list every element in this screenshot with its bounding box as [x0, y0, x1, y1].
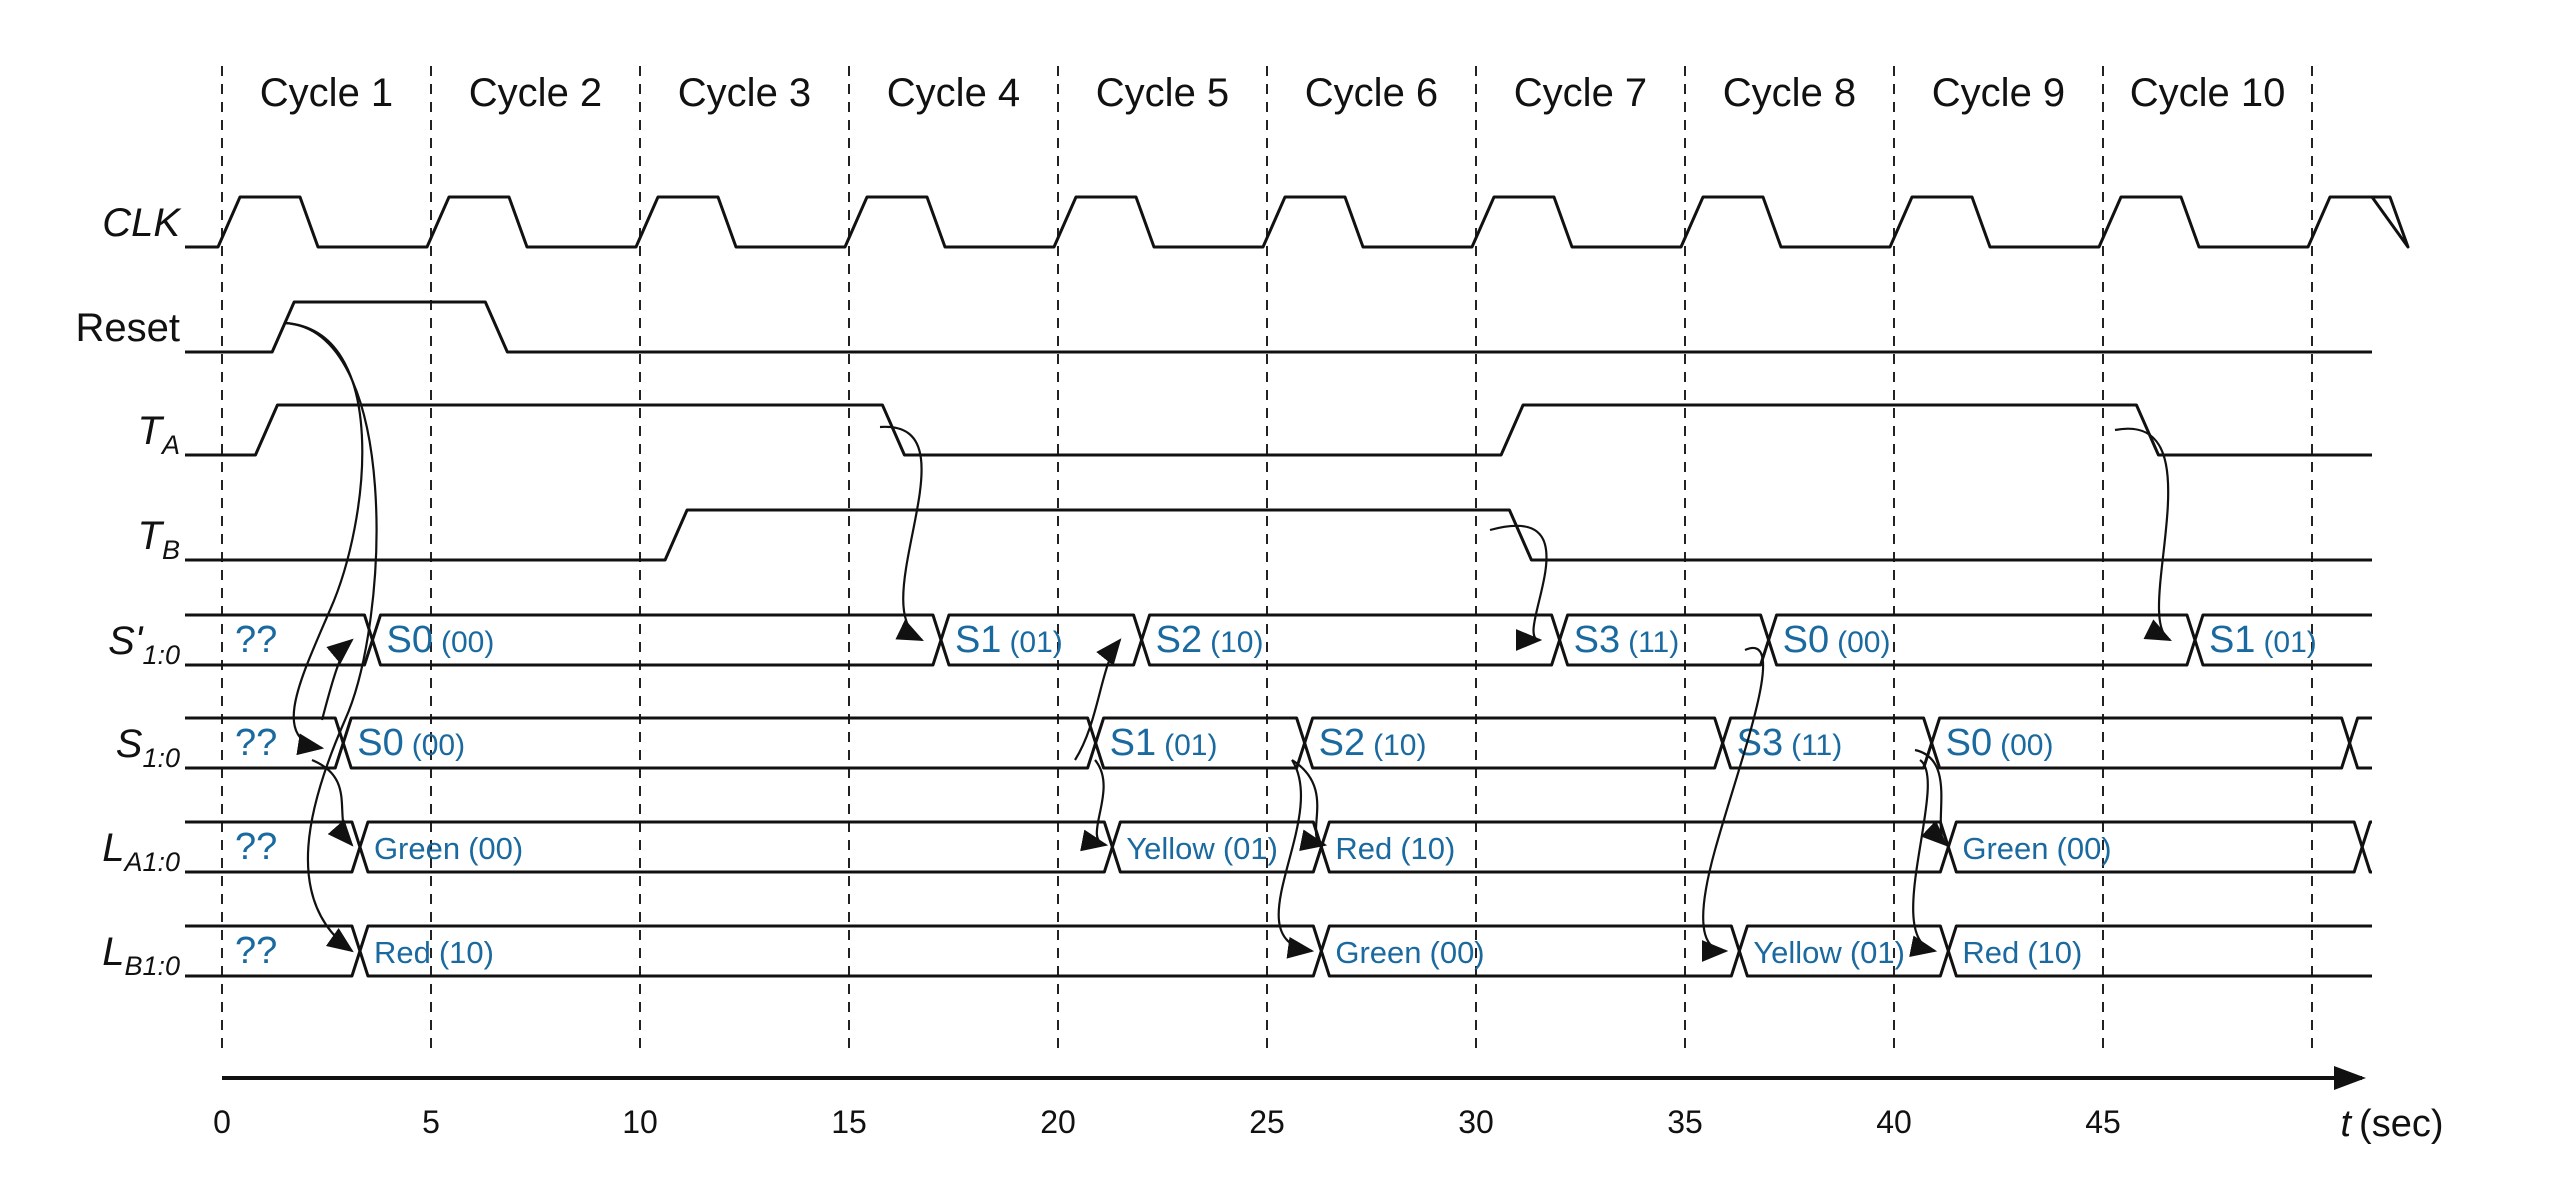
causality-arrow: [1277, 759, 1315, 959]
bus-segment: [2360, 820, 2372, 874]
cycle-label: Cycle 2: [469, 71, 602, 115]
bus-segment: [1930, 716, 2352, 770]
time-tick-label: 15: [831, 1104, 867, 1140]
signal-label-la: LA1:0: [102, 826, 180, 877]
bus-value-lb: ??: [235, 930, 277, 972]
bus-segment: [2193, 613, 2372, 667]
cycle-label: Cycle 4: [887, 71, 1020, 115]
cycle-label: Cycle 10: [2130, 71, 2286, 115]
time-tick-label: 35: [1667, 1104, 1703, 1140]
causality-arrow: [879, 425, 924, 641]
causality-arrow: [1291, 759, 1328, 851]
time-tick-label: 0: [213, 1104, 231, 1140]
bus-value-snext: S1 (01): [955, 619, 1063, 661]
time-axis: 0 5 10 15 20 25 30 35 40 45 t (sec): [213, 1066, 2444, 1145]
time-tick-label: 45: [2085, 1104, 2121, 1140]
bus-value-s: S1 (01): [1110, 722, 1218, 764]
causality-arrow: [284, 321, 378, 953]
signal-labels: CLK Reset TA TB S'1:0 S1:0 LA1:0 LB1:0: [76, 201, 183, 981]
bus-value-lb: Red (10): [1962, 935, 2082, 970]
bus-value-s: S3 (11): [1737, 722, 1843, 764]
time-tick-label: 5: [422, 1104, 440, 1140]
time-tick-label: 20: [1040, 1104, 1076, 1140]
cycle-labels: Cycle 1 Cycle 2 Cycle 3 Cycle 4 Cycle 5 Cycle…: [260, 71, 2286, 115]
waveforms: ?? S0 (00) S1 (01) S2 (10) S3 (11) S0 (00) S1 (01)??…: [185, 195, 2410, 978]
causality-arrow: [1489, 524, 1548, 651]
causality-arrow: [1074, 638, 1122, 761]
causality-arrows: [284, 321, 2172, 962]
bus-value-lb: Red (10): [374, 935, 494, 970]
time-tick-label: 30: [1458, 1104, 1494, 1140]
bus-value-snext: S2 (10): [1156, 619, 1264, 661]
s-bus: ?? S0 (00) S1 (01) S2 (10) S3 (11) S0 (00): [185, 716, 2372, 770]
bus-value-lb: Green (00): [1335, 935, 1484, 970]
bus-segment: [2348, 716, 2372, 770]
bus-segment: [1767, 613, 2197, 667]
causality-arrow: [311, 758, 354, 847]
bus-value-snext: S0 (00): [386, 619, 494, 661]
reset-waveform: [185, 300, 2372, 354]
cycle-label: Cycle 9: [1932, 71, 2065, 115]
signal-label-tb: TB: [138, 514, 180, 565]
lb-bus: ?? Red (10) Green (00) Yellow (01) Red (10): [185, 924, 2372, 978]
bus-value-snext: S1 (01): [2209, 619, 2317, 661]
tb-waveform: [185, 508, 2372, 562]
causality-arrow: [1909, 759, 1938, 957]
bus-value-snext: S0 (00): [1783, 619, 1891, 661]
signal-label-s: S1:0: [116, 722, 180, 773]
causality-arrow: [2114, 427, 2172, 641]
bus-segment: [1303, 716, 1725, 770]
causality-arrow: [1080, 759, 1109, 852]
time-tick-label: 10: [622, 1104, 658, 1140]
cycle-label: Cycle 1: [260, 71, 393, 115]
time-tick-label: 40: [1876, 1104, 1912, 1140]
causality-arrow: [1914, 748, 1948, 847]
time-tick-label: 25: [1249, 1104, 1285, 1140]
signal-label-snext: S'1:0: [108, 619, 180, 670]
bus-value-snext: S3 (11): [1574, 619, 1680, 661]
bus-value-snext: ??: [235, 619, 277, 661]
cycle-label: Cycle 5: [1096, 71, 1229, 115]
bus-segment: [1140, 613, 1562, 667]
bus-value-la: Green (00): [1962, 831, 2111, 866]
signal-label-clk: CLK: [102, 201, 182, 245]
signal-label-reset: Reset: [76, 306, 181, 350]
causality-arrow: [320, 638, 354, 721]
bus-value-s: S0 (00): [357, 722, 465, 764]
ta-waveform: [185, 403, 2372, 457]
bus-segment: [185, 613, 374, 667]
signal-label-ta: TA: [138, 409, 180, 460]
bus-value-s: S0 (00): [1946, 722, 2054, 764]
clk-waveform: [185, 195, 2410, 249]
bus-value-la: ??: [235, 826, 277, 868]
snext-bus: ?? S0 (00) S1 (01) S2 (10) S3 (11) S0 (00) S1 (01): [185, 613, 2372, 667]
causality-arrow: [1701, 646, 1765, 962]
la-bus: ?? Green (00) Yellow (01) Red (10) Green (00): [185, 820, 2372, 874]
cycle-label: Cycle 6: [1305, 71, 1438, 115]
cycle-label: Cycle 7: [1514, 71, 1647, 115]
time-axis-title: t (sec): [2340, 1103, 2443, 1145]
bus-segment: [1946, 924, 2372, 978]
bus-segment: [358, 924, 1323, 978]
bus-value-la: Yellow (01): [1126, 831, 1278, 866]
signal-label-lb: LB1:0: [102, 930, 180, 981]
cycle-label: Cycle 3: [678, 71, 811, 115]
bus-value-s: ??: [235, 722, 277, 764]
bus-value-la: Red (10): [1335, 831, 1455, 866]
bus-value-lb: Yellow (01): [1753, 935, 1905, 970]
causality-arrow: [284, 321, 364, 756]
bus-value-s: S2 (10): [1319, 722, 1427, 764]
cycle-label: Cycle 8: [1723, 71, 1856, 115]
bus-value-la: Green (00): [374, 831, 523, 866]
